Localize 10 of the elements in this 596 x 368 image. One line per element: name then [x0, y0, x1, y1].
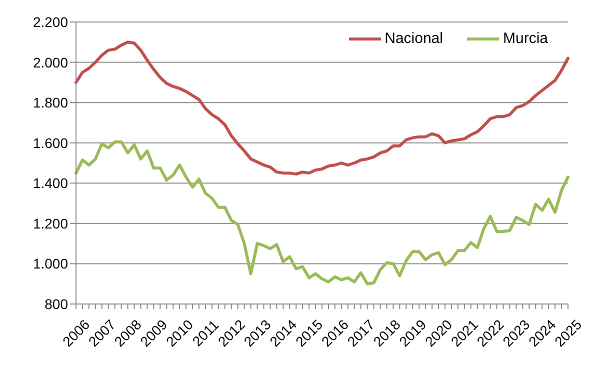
y-tick-label: 1.800 [32, 94, 68, 111]
y-tick-label: 1.200 [32, 215, 68, 232]
y-tick-label: 2.000 [32, 54, 68, 70]
legend-label: Nacional [384, 30, 443, 47]
legend-label: Murcia [502, 30, 548, 47]
y-tick-label: 2.200 [32, 14, 68, 30]
y-tick-label: 1.600 [32, 134, 68, 151]
y-tick-label: 1.000 [32, 256, 68, 272]
y-tick-label: 1.400 [32, 175, 68, 192]
y-tick-label: 800 [44, 296, 68, 312]
